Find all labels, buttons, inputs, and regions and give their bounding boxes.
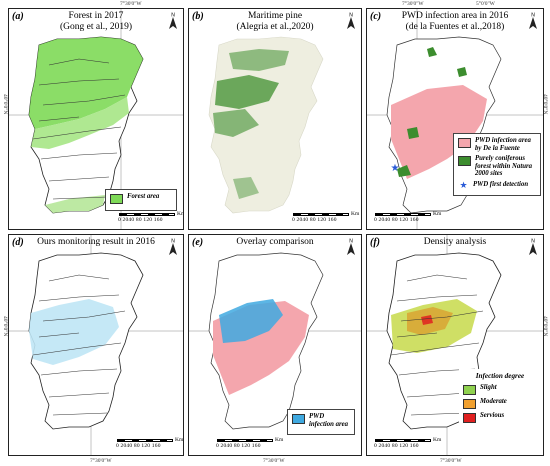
panel-title: Overlay comparison: [236, 237, 314, 247]
map-d: [9, 235, 183, 455]
longitude-label: 7°30'0"W: [90, 458, 112, 464]
legend-label: Forest area: [127, 193, 160, 200]
legend-swatch: [463, 413, 476, 423]
legend-label: PWD infection area by De la Fuente: [475, 137, 531, 152]
pine-area: [233, 177, 259, 199]
map-b: [208, 36, 324, 214]
panel-title: PWD infection area in 2016 (de la Fuentes…: [401, 11, 509, 32]
north-arrow-icon: N: [347, 239, 355, 255]
panel-letter: (c): [370, 11, 382, 22]
panel-letter: (f): [370, 237, 380, 248]
legend: Infection degree Slight Moderate Serviou…: [459, 369, 541, 429]
pwd-detected-overlay: [219, 299, 283, 343]
legend-label: PWD infection area: [309, 413, 349, 428]
star-icon: ★: [459, 179, 468, 190]
pine-area: [229, 49, 289, 71]
panel-b-maritime-pine: (b) Maritime pine (Alegria et al.,2020) N…: [188, 8, 362, 230]
legend-label: Moderate: [480, 398, 507, 405]
legend: PWD infection area: [287, 409, 355, 436]
forest-area-north: [29, 37, 143, 129]
longitude-label: 7°30'0"W: [402, 1, 424, 7]
svg-text:N: N: [171, 13, 175, 19]
legend-swatch: [458, 156, 471, 167]
longitude-label: 7°30'0"W: [263, 458, 285, 464]
pine-area: [215, 75, 279, 109]
north-arrow-icon: N: [529, 13, 537, 29]
svg-text:N: N: [349, 13, 353, 19]
panel-title: Density analysis: [423, 237, 487, 247]
legend: PWD infection area by De la Fuente Purel…: [453, 133, 541, 196]
panel-title: Ours monitoring result in 2016: [37, 237, 155, 247]
pine-area: [213, 109, 259, 137]
density-serious: [421, 315, 433, 325]
longitude-label: 7°30'0"W: [120, 1, 142, 7]
legend-title: Infection degree: [475, 372, 525, 380]
panel-letter: (d): [12, 237, 24, 248]
panel-a-forest-2017: (a) Forest in 2017 (Gong et al., 2019) N …: [8, 8, 184, 230]
first-detection-star-icon: ★: [391, 163, 400, 174]
panel-title: Forest in 2017 (Gong et al., 2019): [59, 11, 133, 32]
north-arrow-icon: N: [529, 239, 537, 255]
legend-swatch: [110, 194, 123, 204]
svg-text:N: N: [531, 239, 535, 245]
panel-c-pwd-2016: ★ (c) PWD infection area in 2016 (de la F…: [366, 8, 544, 230]
legend-label: Slight: [480, 384, 497, 391]
legend-swatch: [463, 385, 476, 395]
legend-label: Purely coniferous forest within Natura 2…: [475, 155, 533, 178]
panel-letter: (a): [12, 11, 24, 22]
panel-e-overlay: (e) Overlay comparison N PWD infection a…: [188, 234, 362, 456]
north-arrow-icon: N: [169, 239, 177, 255]
north-arrow-icon: N: [169, 13, 177, 29]
panel-f-density: (f) Density analysis N Infection degree …: [366, 234, 544, 456]
panel-letter: (b): [192, 11, 204, 22]
north-arrow-icon: N: [347, 13, 355, 29]
panel-d-ours-2016: (d) Ours monitoring result in 2016 N 0 2…: [8, 234, 184, 456]
legend-swatch: [458, 138, 471, 148]
panel-letter: (e): [192, 237, 204, 248]
map-e: [189, 252, 361, 430]
panel-title: Maritime pine (Alegria et al.,2020): [236, 11, 314, 32]
svg-text:N: N: [531, 13, 535, 19]
longitude-label: 7°30'0"W: [440, 458, 462, 464]
legend-swatch: [463, 399, 476, 409]
longitude-label: 5°0'0"W: [476, 1, 495, 7]
legend-label: Servious: [480, 412, 505, 419]
map-a: [9, 9, 183, 229]
svg-text:N: N: [349, 239, 353, 245]
forest-area-south: [45, 195, 105, 213]
map-c: ★: [367, 9, 543, 229]
legend-swatch: [292, 414, 305, 424]
svg-text:N: N: [171, 239, 175, 245]
pwd-infection-area: [391, 85, 487, 179]
legend-label: PWD first detection: [473, 180, 529, 188]
legend: Forest area: [105, 189, 177, 211]
